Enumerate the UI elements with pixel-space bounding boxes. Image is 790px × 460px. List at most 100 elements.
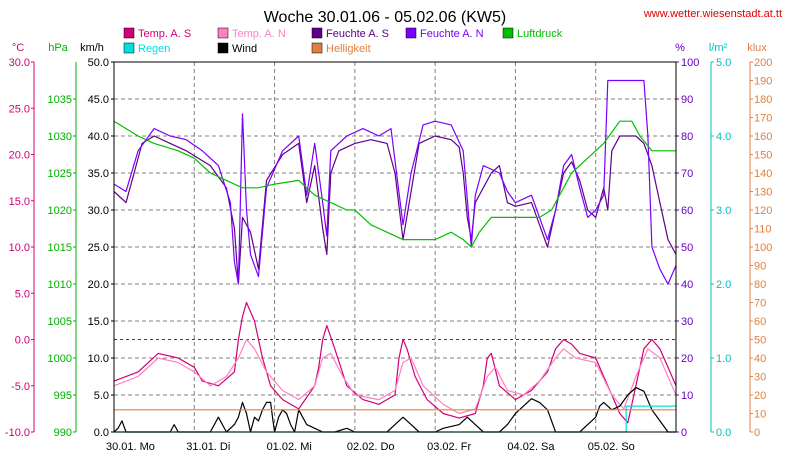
humidity-tick-label: 0 <box>681 427 687 439</box>
wind-tick-label: 20.0 <box>88 279 109 291</box>
legend-swatch <box>123 27 135 39</box>
light-tick-label: 10 <box>754 409 766 421</box>
chart-title: Woche 30.01.06 - 05.02.06 (KW5) <box>264 9 507 26</box>
wind-tick-label: 50.0 <box>88 57 109 69</box>
light-tick-label: 110 <box>754 224 772 236</box>
pressure-tick-label: 1030 <box>48 131 72 143</box>
rain-unit-label: l/m² <box>709 42 728 54</box>
light-unit-label: klux <box>747 42 767 54</box>
legend-swatch <box>311 27 323 39</box>
legend-swatch <box>123 42 135 54</box>
pressure-tick-label: 995 <box>54 390 72 402</box>
wind-tick-label: 25.0 <box>88 242 109 254</box>
rain-tick-label: 4.0 <box>716 131 731 143</box>
humidity-tick-label: 40 <box>681 279 693 291</box>
wind-tick-label: 45.0 <box>88 94 109 106</box>
rain-tick-label: 2.0 <box>716 279 731 291</box>
pressure-tick-label: 1000 <box>48 353 72 365</box>
pressure-tick-label: 1010 <box>48 279 72 291</box>
pressure-tick-label: 1035 <box>48 94 72 106</box>
light-tick-label: 160 <box>754 131 772 143</box>
x-tick-label: 01.02. Mi <box>267 441 312 453</box>
light-tick-label: 60 <box>754 316 766 328</box>
light-tick-label: 130 <box>754 187 772 199</box>
wind-tick-label: 35.0 <box>88 168 109 180</box>
legend-swatch <box>217 27 229 39</box>
pressure-tick-label: 990 <box>54 427 72 439</box>
x-tick-label: 31.01. Di <box>186 441 230 453</box>
humidity-tick-label: 20 <box>681 353 693 365</box>
legend-item: Temp. A. N <box>217 27 286 40</box>
legend-label: Helligkeit <box>326 43 371 55</box>
series-line-temp-a-s <box>113 301 677 424</box>
temp-tick-label: 25.0 <box>9 103 30 115</box>
legend-item: Luftdruck <box>502 27 563 40</box>
rain-tick-label: 0.0 <box>716 427 731 439</box>
x-tick-label: 30.01. Mo <box>106 441 155 453</box>
light-tick-label: 180 <box>754 94 772 106</box>
humidity-tick-label: 100 <box>681 57 699 69</box>
source-link[interactable]: www.wetter.wiesenstadt.at.tt <box>643 8 782 20</box>
series-group <box>113 79 677 433</box>
light-tick-label: 140 <box>754 168 772 180</box>
pressure-tick-label: 1005 <box>48 316 72 328</box>
wind-tick-label: 15.0 <box>88 316 109 328</box>
axes: 30.0 25.0 20.0 15.0 10.0 5.0 0.0 -5.0 -10.0 1035 1… <box>5 42 772 453</box>
light-tick-label: 30 <box>754 372 766 384</box>
gridlines <box>114 62 676 432</box>
rain-tick-label: 3.0 <box>716 205 731 217</box>
legend-swatch <box>311 42 323 54</box>
legend-label: Feuchte A. S <box>326 28 389 40</box>
light-tick-label: 20 <box>754 390 766 402</box>
temp-tick-label: 20.0 <box>9 150 30 162</box>
light-tick-label: 120 <box>754 205 772 217</box>
temp-unit-label: °C <box>12 42 24 54</box>
rain-tick-label: 1.0 <box>716 353 731 365</box>
x-tick-label: 04.02. Sa <box>507 441 555 453</box>
temp-tick-label: 0.0 <box>15 335 30 347</box>
temp-tick-label: -10.0 <box>5 427 30 439</box>
light-tick-label: 0 <box>754 427 760 439</box>
light-tick-label: 50 <box>754 335 766 347</box>
humidity-tick-label: 70 <box>681 168 693 180</box>
temp-tick-label: -5.0 <box>11 381 30 393</box>
series-line-feuchte-a-s <box>113 135 677 285</box>
legend-swatch <box>217 42 229 54</box>
wind-tick-label: 0.0 <box>94 427 109 439</box>
x-tick-label: 02.02. Do <box>347 441 395 453</box>
x-tick-label: 05.02. So <box>588 441 635 453</box>
light-tick-label: 190 <box>754 76 772 88</box>
x-tick-label: 03.02. Fr <box>427 441 471 453</box>
humidity-tick-label: 50 <box>681 242 693 254</box>
pressure-tick-label: 1015 <box>48 242 72 254</box>
legend-swatch <box>502 27 514 39</box>
legend-swatch <box>405 27 417 39</box>
humidity-tick-label: 80 <box>681 131 693 143</box>
temp-tick-label: 30.0 <box>9 57 30 69</box>
legend-item: Feuchte A. N <box>405 27 484 40</box>
legend-label: Regen <box>138 43 170 55</box>
legend-item: Feuchte A. S <box>311 27 389 40</box>
legend-item: Temp. A. S <box>123 27 191 40</box>
wind-tick-label: 5.0 <box>94 390 109 402</box>
light-tick-label: 200 <box>754 57 772 69</box>
light-tick-label: 170 <box>754 113 772 125</box>
legend-label: Temp. A. S <box>138 28 191 40</box>
series-line-feuchte-a-n <box>113 79 677 285</box>
legend-label: Temp. A. N <box>232 28 286 40</box>
humidity-tick-label: 30 <box>681 316 693 328</box>
rain-tick-label: 5.0 <box>716 57 731 69</box>
light-tick-label: 80 <box>754 279 766 291</box>
light-tick-label: 150 <box>754 150 772 162</box>
wind-tick-label: 10.0 <box>88 353 109 365</box>
wind-tick-label: 30.0 <box>88 205 109 217</box>
series-line-luftdruck <box>113 120 676 248</box>
temp-tick-label: 15.0 <box>9 196 30 208</box>
legend-label: Luftdruck <box>517 28 563 40</box>
series-line-temp-a-n <box>113 338 677 415</box>
temp-tick-label: 10.0 <box>9 242 30 254</box>
legend-label: Feuchte A. N <box>420 28 484 40</box>
pressure-tick-label: 1025 <box>48 168 72 180</box>
pressure-tick-label: 1020 <box>48 205 72 217</box>
